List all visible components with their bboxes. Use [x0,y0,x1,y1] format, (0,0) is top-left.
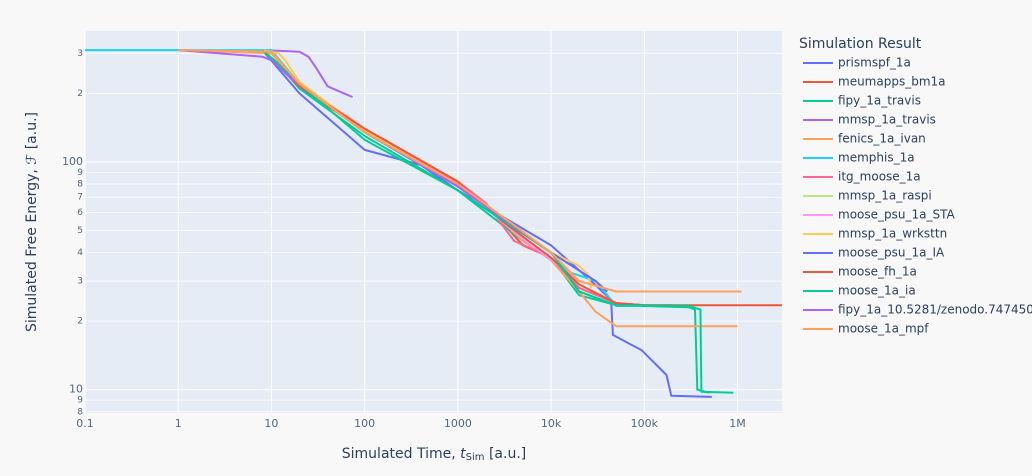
legend-label: meumapps_bm1a [838,75,946,89]
y-tick-label: 10 [69,383,83,396]
legend-item[interactable]: itg_moose_1a [803,170,921,184]
legend-item[interactable]: moose_fh_1a [803,265,917,279]
y-tick-label: 3 [77,49,83,59]
legend-item[interactable]: mmsp_1a_travis [803,113,936,127]
legend-item[interactable]: moose_psu_1a_STA [803,208,955,222]
y-tick-label: 3 [77,277,83,287]
legend-item[interactable]: moose_1a_ia [803,284,916,298]
series-line [261,49,734,394]
y-tick-label: 8 [77,407,83,417]
y-tick-label: 100 [62,155,83,168]
legend-label: fipy_1a_10.5281/zenodo.7474506 [838,303,1032,317]
legend-item[interactable]: mmsp_1a_raspi [803,189,932,203]
x-axis-title-text: Simulated Time, [342,446,460,462]
x-axis-title: Simulated Time, tSim [a.u.] [342,446,526,463]
legend-item[interactable]: fipy_1a_10.5281/zenodo.7474506 [803,303,1032,317]
y-tick-label: 9 [77,396,83,406]
legend-label: itg_moose_1a [838,170,921,184]
x-tick-label: 0.1 [76,417,94,430]
series-line [178,49,742,293]
y-tick-label: 6 [77,208,83,218]
lines [85,49,782,398]
legend-label: prismspf_1a [838,56,911,70]
y-tick-label: 4 [77,248,83,258]
legend-label: memphis_1a [838,151,915,165]
plot-area [85,31,782,413]
legend-item[interactable]: prismspf_1a [803,56,911,70]
grid [84,31,782,413]
legend-label: moose_fh_1a [838,265,917,279]
legend-label: moose_1a_ia [838,284,916,298]
x-tick-label: 1 [175,417,182,430]
legend-item[interactable]: moose_psu_1a_IA [803,246,945,260]
x-axis-title-var: t [460,446,466,462]
x-tick-label: 100k [631,417,659,430]
legend: prismspf_1a meumapps_bm1a fipy_1a_travismm… [803,56,1032,336]
legend-label: mmsp_1a_wrksttn [838,227,947,241]
legend-item[interactable]: meumapps_bm1a [803,75,946,89]
legend-item[interactable]: mmsp_1a_wrksttn [803,227,947,241]
y-axis-title: Simulated Free Energy, ℱ [a.u.] [24,112,40,332]
legend-item[interactable]: fipy_1a_travis [803,94,921,108]
x-axis-title-end: [a.u.] [485,446,527,462]
legend-label: mmsp_1a_travis [838,113,936,127]
x-axis-title-sub: Sim [466,452,485,463]
series-line [261,49,712,398]
legend-label: mmsp_1a_raspi [838,189,932,203]
legend-item[interactable]: memphis_1a [803,151,915,165]
y-tick-label: 7 [77,193,83,203]
x-tick-label: 10 [264,417,278,430]
legend-item[interactable]: moose_1a_mpf [803,322,929,336]
x-tick-label: 10k [541,417,562,430]
legend-label: moose_psu_1a_IA [838,246,945,260]
x-tick-label: 100 [354,417,375,430]
legend-label: moose_1a_mpf [838,322,929,336]
y-tick-label: 8 [77,180,83,190]
legend-item[interactable]: fenics_1a_ivan [803,132,926,146]
legend-label: fenics_1a_ivan [838,132,926,146]
series-line [262,49,353,98]
y-tick-label: 9 [77,168,83,178]
x-tick-label: 1M [729,417,746,430]
x-tick-label: 1000 [444,417,472,430]
y-tick-label: 2 [77,317,83,327]
y-tick-label: 5 [77,226,83,236]
y-tick-label: 2 [77,89,83,99]
series-line [178,49,552,254]
legend-title: Simulation Result [799,36,922,52]
legend-label: fipy_1a_travis [838,94,921,108]
legend-label: moose_psu_1a_STA [838,208,955,222]
